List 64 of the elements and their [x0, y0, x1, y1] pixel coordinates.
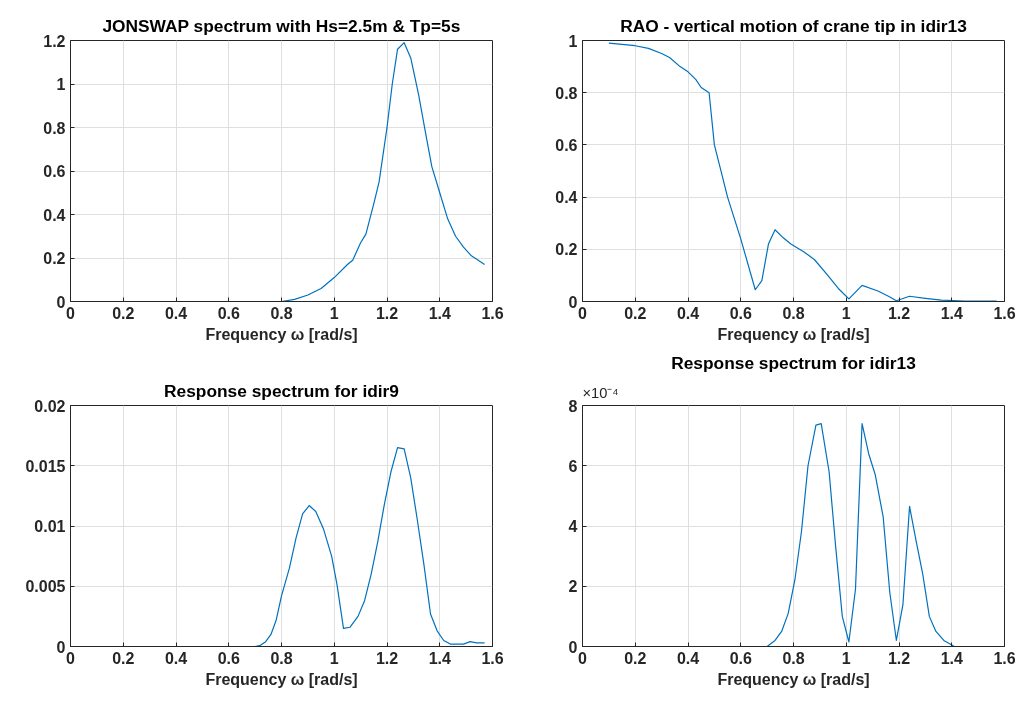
x-tick-label: 1.2 — [375, 304, 399, 322]
x-axis-title: Frequency ω [rad/s] — [205, 670, 358, 688]
x-tick-label: 1.4 — [428, 304, 451, 322]
text: ×10⁻⁴ — [582, 384, 619, 401]
x-tick-label: 1.6 — [993, 649, 1016, 667]
y-tick-label: 0 — [56, 293, 66, 311]
x-tick-label: 1.6 — [481, 649, 504, 667]
x-tick-label: 0.6 — [217, 304, 240, 322]
y-tick-label: 1.2 — [43, 32, 66, 50]
chart-title: RAO - vertical motion of crane tip in idir13 — [620, 15, 968, 36]
y-tick-label: 6 — [568, 457, 578, 475]
x-tick-label: 0.6 — [217, 649, 240, 667]
y-tick-label: 0.6 — [43, 163, 66, 180]
x-tick-label: 0.6 — [729, 304, 752, 322]
x-tick-label: 1.4 — [940, 304, 963, 322]
y-tick-label: 0.8 — [43, 119, 66, 137]
x-tick-label: 0.2 — [624, 304, 647, 322]
y-tick-label: 0.2 — [555, 241, 578, 259]
x-tick-label: 0.8 — [270, 649, 293, 667]
x-tick-label: 0.4 — [676, 649, 700, 667]
x-tick-label: 1.4 — [940, 649, 963, 667]
y-tick-label: 4 — [568, 518, 578, 535]
x-tick-label: 0.2 — [112, 649, 135, 667]
x-tick-label: 0.2 — [624, 649, 647, 667]
x-tick-label: 0.8 — [782, 304, 805, 322]
y-tick-label: 0.4 — [43, 206, 66, 224]
x-tick-label: 0.8 — [782, 649, 805, 667]
chart-title: Response spectrum for idir13 — [671, 352, 917, 373]
x-tick-label: 0.2 — [112, 304, 135, 322]
x-tick-label: 0.6 — [729, 649, 752, 667]
x-tick-label: 1.4 — [428, 649, 451, 667]
x-axis-title: Frequency ω [rad/s] — [205, 325, 358, 343]
x-tick-label: 1 — [841, 649, 851, 667]
x-tick-label: 1 — [841, 304, 851, 322]
y-tick-label: 0 — [56, 638, 66, 656]
y-tick-label: 0.005 — [25, 578, 66, 596]
y-tick-label: 1 — [568, 32, 578, 50]
y-tick-label: 0.4 — [555, 189, 578, 207]
y-tick-label: 0.8 — [555, 84, 578, 102]
chart-title: JONSWAP spectrum with Hs=2.5m & Tp=5s — [102, 15, 461, 36]
x-tick-label: 1.6 — [993, 304, 1016, 322]
y-tick-label: 8 — [568, 397, 578, 415]
chart-title: Response spectrum for idir9 — [164, 380, 399, 401]
x-tick-label: 1.2 — [887, 649, 911, 667]
x-tick-label: 0.4 — [164, 304, 188, 322]
x-tick-label: 0.4 — [676, 304, 700, 322]
x-axis-title: Frequency ω [rad/s] — [717, 325, 870, 343]
x-tick-label: 0.8 — [270, 304, 293, 322]
x-tick-label: 1.2 — [375, 649, 399, 667]
y-tick-label: 1 — [56, 76, 66, 93]
y-tick-label: 0.02 — [34, 397, 66, 415]
x-axis-title: Frequency ω [rad/s] — [717, 670, 870, 688]
x-tick-label: 1.6 — [481, 304, 504, 322]
x-tick-label: 1.2 — [887, 304, 911, 322]
y-tick-label: 0.01 — [34, 518, 66, 535]
y-tick-label: 0 — [568, 638, 578, 656]
x-tick-label: 1 — [329, 649, 339, 667]
y-tick-label: 0.2 — [43, 250, 66, 267]
x-tick-label: 1 — [329, 304, 339, 322]
y-tick-label: 0.6 — [555, 136, 578, 154]
y-tick-label: 0 — [568, 293, 578, 311]
y-tick-label: 0.015 — [25, 457, 66, 475]
x-tick-label: 0.4 — [164, 649, 188, 667]
y-tick-label: 2 — [568, 578, 578, 596]
